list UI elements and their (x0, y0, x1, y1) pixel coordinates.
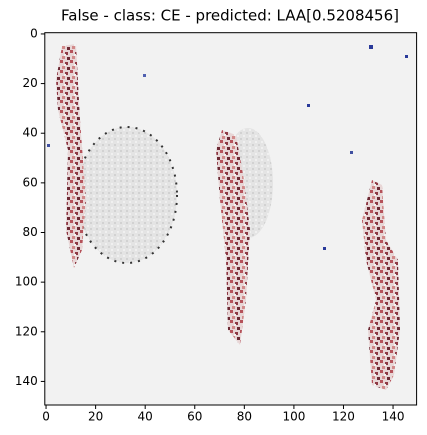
y-tick-label: 120 (15, 324, 38, 338)
x-tick-label: 20 (88, 410, 103, 424)
y-tick-label: 0 (30, 26, 38, 40)
y-tick-label: 80 (23, 225, 38, 239)
y-tick-label: 140 (15, 374, 38, 388)
x-tick-label: 140 (382, 410, 405, 424)
y-tick-label: 100 (15, 275, 38, 289)
x-tick-label: 120 (332, 410, 355, 424)
x-tick-label: 0 (42, 410, 50, 424)
chart-title: False - class: CE - predicted: LAA[0.520… (61, 7, 399, 25)
x-tick-label: 80 (237, 410, 252, 424)
y-tick-label: 60 (23, 175, 38, 189)
y-tick-label: 40 (23, 126, 38, 140)
axes-frame (44, 32, 418, 406)
x-tick-label: 60 (187, 410, 202, 424)
x-tick-label: 100 (282, 410, 305, 424)
y-tick-label: 20 (23, 76, 38, 90)
x-tick-label: 40 (138, 410, 153, 424)
image (44, 32, 417, 405)
